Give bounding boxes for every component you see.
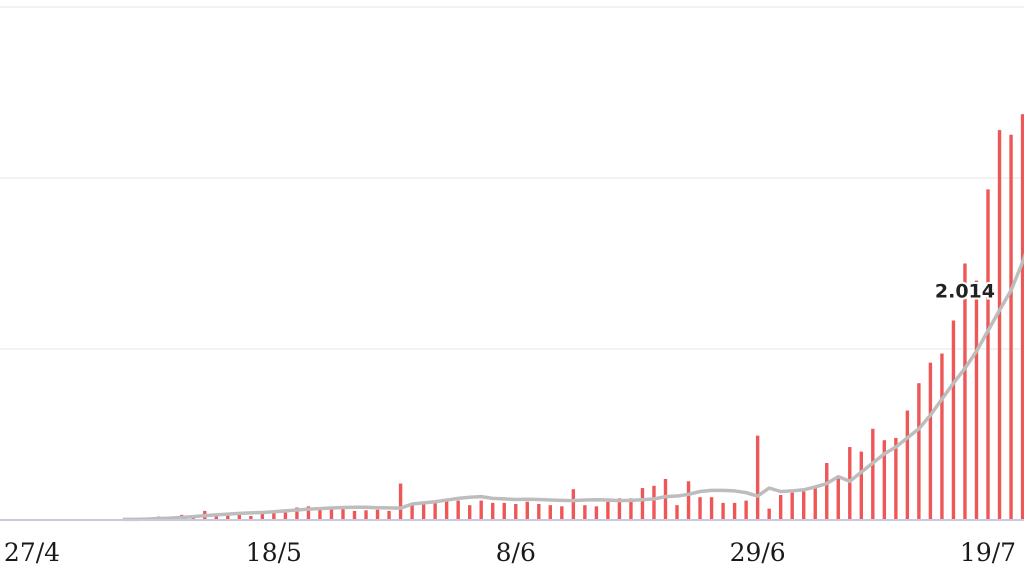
- x-tick-label: 8/6: [496, 538, 536, 567]
- bar: [940, 353, 944, 520]
- bar: [329, 507, 334, 520]
- bar: [629, 498, 633, 520]
- bar: [548, 505, 553, 520]
- bar: [375, 509, 380, 520]
- bar: [249, 516, 253, 520]
- bar: [525, 501, 529, 520]
- x-tick-label: 18/5: [246, 538, 302, 567]
- bar: [997, 130, 1002, 520]
- bar: [732, 502, 737, 520]
- bar: [675, 505, 679, 520]
- bar: [560, 506, 564, 520]
- grid-lines: [0, 6, 1024, 350]
- bar: [767, 508, 771, 520]
- bar: [606, 501, 610, 520]
- bar: [467, 505, 472, 520]
- bar: [514, 504, 518, 520]
- bar: [571, 489, 576, 520]
- average-line: [122, 252, 1024, 522]
- bar: [352, 510, 357, 520]
- bar: [341, 509, 345, 520]
- bar: [410, 504, 414, 520]
- bar: [295, 507, 299, 520]
- x-tick-label: 29/6: [730, 538, 786, 567]
- bar: [387, 510, 391, 520]
- bar: [836, 475, 840, 520]
- x-tick-label: 19/7: [960, 538, 1016, 567]
- bar: [986, 189, 990, 520]
- bar: [905, 410, 910, 520]
- bar: [318, 508, 322, 520]
- bar: [364, 510, 368, 520]
- bar: [283, 509, 288, 520]
- bar: [456, 500, 460, 520]
- bar: [226, 514, 230, 520]
- bar: [686, 481, 691, 520]
- bars-series: [122, 114, 1024, 520]
- bar: [398, 483, 403, 520]
- average-line-series: [122, 252, 1024, 522]
- bar: [444, 499, 449, 520]
- bar: [617, 498, 622, 520]
- bar: [802, 491, 806, 520]
- bar: [859, 451, 863, 520]
- bar: [871, 428, 875, 520]
- bar: [491, 502, 495, 520]
- bar: [825, 463, 829, 520]
- bar: [421, 502, 426, 520]
- bar: [721, 502, 725, 520]
- bar: [1009, 134, 1013, 520]
- bar: [272, 512, 276, 520]
- bar: [537, 504, 541, 520]
- bar: [709, 497, 714, 520]
- bar: [663, 478, 668, 520]
- bar: [698, 497, 702, 520]
- bar: [214, 515, 218, 520]
- bar: [882, 440, 887, 520]
- bar: [778, 494, 783, 520]
- x-tick-label: 27/4: [4, 538, 60, 567]
- bar: [433, 500, 437, 520]
- bar: [237, 514, 242, 520]
- bar: [594, 506, 599, 520]
- bar: [583, 505, 587, 520]
- bar: [951, 320, 956, 520]
- bar: [963, 263, 967, 520]
- bar: [974, 280, 979, 520]
- bar: [848, 447, 852, 520]
- bar: [755, 435, 760, 520]
- bar: [479, 500, 483, 520]
- bar: [1020, 114, 1024, 520]
- x-axis-ticks: 27/4 18/5 8/6 29/6 19/7: [4, 538, 1016, 567]
- bar: [306, 506, 311, 520]
- bar: [790, 492, 794, 520]
- bar: [894, 437, 898, 520]
- average-value-label: 2.014: [935, 280, 995, 302]
- bar: [744, 500, 748, 520]
- bar: [260, 513, 265, 520]
- bar: [652, 485, 656, 520]
- bar: [917, 383, 921, 520]
- bar: [928, 362, 933, 520]
- bar: [813, 488, 817, 520]
- bar: [502, 502, 506, 520]
- bar: [640, 488, 645, 520]
